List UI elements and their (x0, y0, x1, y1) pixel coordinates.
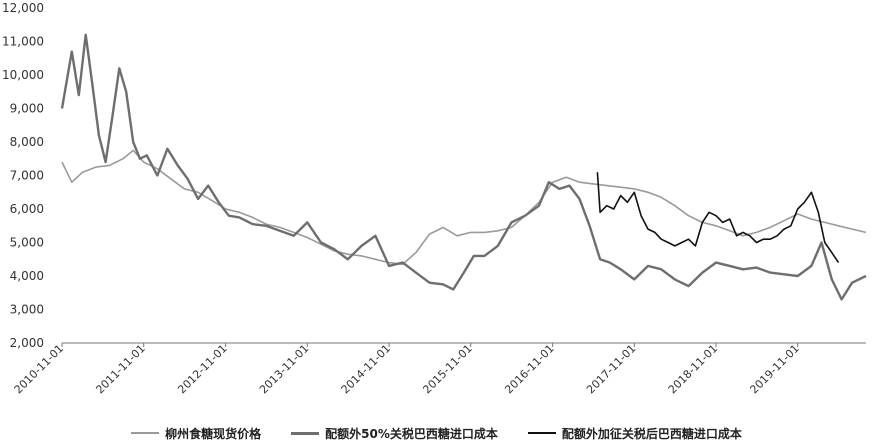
series-layer (60, 33, 867, 301)
legend-label-2: 配额外加征关税后巴西糖进口成本 (561, 426, 742, 441)
legend-item-1: 配额外50%关税巴西糖进口成本 (291, 422, 498, 444)
x-tick-label: 2013-11-01 (257, 342, 311, 396)
x-tick-label: 2018-11-01 (666, 342, 720, 396)
legend: 柳州食糖现货价格 配额外50%关税巴西糖进口成本 配额外加征关税后巴西糖进口成本 (0, 422, 873, 444)
series-line-1 (60, 33, 867, 301)
y-tick-label: 7,000 (10, 169, 44, 183)
y-tick-label: 3,000 (10, 303, 44, 317)
y-tick-label: 11,000 (2, 35, 44, 49)
y-tick-label: 10,000 (2, 68, 44, 82)
legend-swatch-1 (291, 431, 320, 435)
y-tick-label: 5,000 (10, 236, 44, 250)
legend-item-0: 柳州食糖现货价格 (131, 422, 261, 444)
y-axis-ticks: 2,000 3,000 4,000 5,000 6,000 7,000 8,000 9,000… (2, 1, 44, 350)
series-line-2 (596, 172, 840, 264)
y-tick-label: 12,000 (2, 1, 44, 15)
y-tick-label: 2,000 (10, 336, 44, 350)
chart: 2,000 3,000 4,000 5,000 6,000 7,000 8,000 9,000… (2, 1, 867, 396)
legend-item-2: 配额外加征关税后巴西糖进口成本 (527, 422, 742, 444)
y-tick-label: 9,000 (10, 102, 44, 116)
x-tick-label: 2019-11-01 (747, 342, 801, 396)
y-tick-label: 6,000 (10, 202, 44, 216)
x-tick-label: 2017-11-01 (584, 342, 638, 396)
x-tick-label: 2014-11-01 (339, 342, 393, 396)
series-line-0 (61, 149, 867, 266)
y-tick-label: 4,000 (10, 269, 44, 283)
x-tick-label: 2015-11-01 (420, 342, 474, 396)
x-tick-label: 2012-11-01 (175, 342, 229, 396)
legend-label-1: 配额外50%关税巴西糖进口成本 (325, 426, 498, 441)
x-tick-label: 2016-11-01 (502, 342, 556, 396)
x-tick-label: 2011-11-01 (93, 342, 147, 396)
legend-swatch-0 (131, 432, 160, 434)
legend-label-0: 柳州食糖现货价格 (165, 426, 262, 441)
y-tick-label: 8,000 (10, 135, 44, 149)
legend-swatch-2 (527, 432, 556, 434)
x-tick-label: 2010-11-01 (12, 342, 66, 396)
x-axis-ticks: 2010-11-01 2011-11-01 2012-11-01 2013-11-01… (12, 342, 802, 396)
